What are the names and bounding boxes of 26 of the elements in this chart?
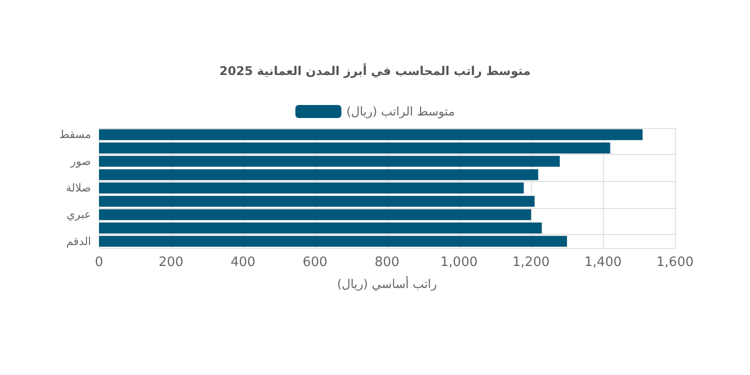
bar [99,142,610,154]
x-tick-label: 1,600 [656,255,694,270]
x-axis-title: راتب أساسي (ريال) [337,276,438,291]
y-tick-label: عبري [66,208,91,222]
bar [99,182,524,194]
x-tick-label: 1,400 [584,255,622,270]
x-tick-label: 1,000 [440,255,478,270]
bar [99,236,567,247]
x-tick-label: 200 [158,255,184,270]
y-tick-label: صور [70,154,91,168]
bar [99,222,542,234]
bar [99,156,560,167]
bar [99,169,538,180]
bar [99,129,643,140]
bar [99,209,531,220]
x-tick-label: 1,200 [512,255,550,270]
x-tick-label: 800 [374,255,400,270]
chart-title: متوسط راتب المحاسب في أبرز المدن العمانية 2025 [219,63,531,78]
legend-label: متوسط الراتب (ريال) [346,104,455,118]
y-tick-label: الدقم [66,234,91,248]
x-tick-label: 600 [302,255,328,270]
y-tick-label: مسقط [59,128,92,142]
y-tick-label: صلالة [66,182,91,194]
bar [99,196,535,207]
x-tick-label: 400 [230,255,256,270]
x-tick-label: 0 [94,255,104,270]
